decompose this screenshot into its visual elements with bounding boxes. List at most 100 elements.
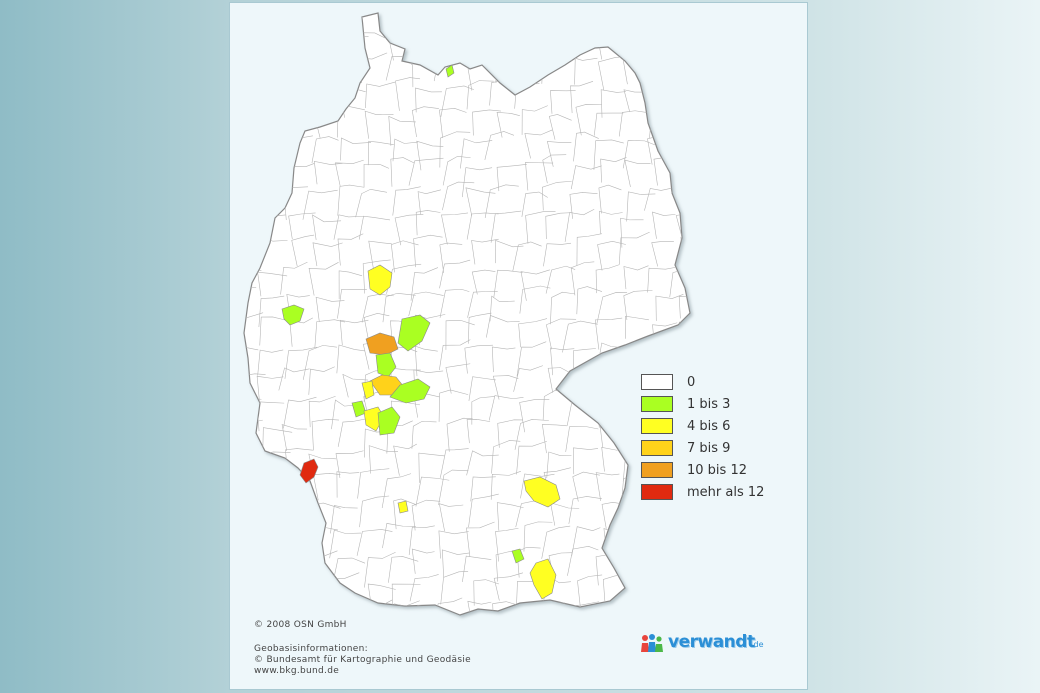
district-boundary: [675, 13, 690, 36]
district-boundary: [258, 108, 290, 136]
district-boundary: [288, 212, 316, 240]
district-boundary: [649, 605, 676, 615]
district-boundary: [615, 504, 646, 529]
district-boundary: [265, 472, 291, 504]
legend-swatch: [641, 374, 673, 390]
district-boundary: [244, 447, 262, 478]
highlighted-district[interactable]: [281, 304, 305, 326]
district-boundary: [313, 53, 338, 84]
highlighted-district[interactable]: [361, 380, 375, 400]
district-boundary: [520, 609, 546, 615]
district-boundary: [333, 214, 364, 240]
district-boundary: [356, 529, 393, 556]
district-boundary: [313, 160, 343, 185]
highlighted-district[interactable]: [529, 558, 557, 600]
district-boundary: [550, 347, 575, 376]
highlighted-district[interactable]: [377, 406, 401, 436]
highlighted-district[interactable]: [299, 458, 319, 484]
district-boundary: [335, 13, 362, 38]
district-boundary: [492, 601, 517, 615]
district-boundary: [520, 269, 550, 301]
district-boundary: [287, 572, 316, 603]
district-boundary: [623, 265, 649, 290]
district-boundary: [283, 396, 317, 429]
district-boundary: [597, 241, 626, 271]
district-boundary: [337, 233, 364, 266]
geo-title-text: Geobasisinformationen:: [254, 644, 368, 654]
district-boundary: [568, 496, 602, 524]
highlighted-district[interactable]: [389, 378, 431, 404]
legend-item-5: mehr als 12: [641, 482, 801, 502]
district-boundary: [623, 548, 649, 578]
district-boundary: [680, 236, 690, 267]
district-boundary: [707, 182, 732, 211]
district-boundary: [496, 502, 524, 531]
district-boundary: [244, 160, 256, 190]
district-boundary: [573, 447, 599, 475]
district-boundary: [415, 87, 442, 113]
district-boundary: [439, 107, 467, 138]
district-boundary: [468, 493, 499, 528]
district-boundary: [466, 418, 491, 444]
highlighted-district[interactable]: [365, 332, 399, 356]
district-boundary: [493, 28, 524, 59]
district-boundary: [595, 602, 629, 615]
district-boundary: [438, 469, 469, 505]
district-boundary: [471, 238, 499, 265]
district-boundary: [467, 291, 498, 318]
district-boundary: [411, 35, 438, 65]
highlighted-district[interactable]: [397, 314, 431, 352]
district-boundary: [244, 134, 259, 161]
highlighted-district[interactable]: [367, 264, 393, 296]
brand-logo[interactable]: verwandt .de: [640, 631, 780, 653]
district-boundary: [699, 209, 725, 237]
district-boundary: [620, 217, 644, 248]
district-boundary: [311, 419, 339, 451]
legend-label: 7 bis 9: [687, 441, 731, 456]
district-boundary: [570, 261, 595, 296]
district-boundary: [390, 157, 415, 187]
district-boundary: [566, 601, 600, 615]
district-boundary: [567, 13, 596, 34]
highlighted-district[interactable]: [375, 352, 397, 378]
highlighted-district[interactable]: [397, 500, 409, 514]
district-boundary: [244, 554, 261, 588]
district-boundary: [570, 165, 602, 190]
district-boundary: [244, 582, 261, 606]
district-boundary: [700, 5, 729, 38]
district-boundary: [513, 365, 543, 392]
district-boundary: [287, 501, 312, 527]
district-boundary: [519, 285, 551, 314]
district-boundary: [702, 288, 731, 319]
district-boundary: [439, 259, 471, 289]
legend-item-0: 0: [641, 372, 801, 392]
district-boundary: [336, 471, 360, 498]
district-boundary: [286, 37, 316, 67]
district-boundary: [262, 427, 293, 457]
district-boundary: [516, 440, 547, 475]
district-boundary: [593, 139, 624, 170]
district-boundary: [703, 81, 730, 109]
district-boundary: [572, 471, 600, 502]
district-boundary: [257, 52, 287, 83]
highlighted-district[interactable]: [445, 64, 455, 78]
district-boundary: [546, 318, 577, 350]
highlighted-district[interactable]: [511, 548, 525, 564]
district-boundary: [388, 556, 419, 583]
district-boundary: [411, 604, 447, 615]
district-boundary: [411, 421, 437, 449]
legend-label: 4 bis 6: [687, 419, 731, 434]
district-boundary: [285, 551, 321, 576]
district-boundary: [618, 523, 647, 558]
district-boundary: [413, 234, 443, 268]
district-boundary: [466, 212, 499, 240]
district-boundary: [647, 577, 679, 609]
district-boundary: [622, 34, 646, 62]
district-boundary: [357, 468, 390, 499]
district-boundary: [671, 584, 690, 609]
district-boundary: [562, 320, 598, 353]
district-boundary: [364, 551, 396, 588]
highlighted-district[interactable]: [523, 476, 561, 508]
district-boundary: [365, 81, 396, 108]
district-boundary: [390, 600, 420, 615]
